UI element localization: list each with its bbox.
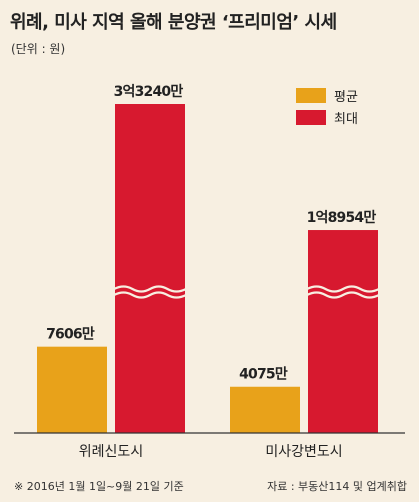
data-label-average-1: 4075만: [239, 367, 288, 383]
chart-title: 위례, 미사 지역 올해 분양권 ‘프리미엄’ 시세: [10, 12, 337, 33]
legend-item-average: 평균: [296, 84, 358, 106]
category-label-0: 위례신도시: [79, 444, 143, 460]
bar-average-1: [230, 386, 300, 433]
category-label-1: 미사강변도시: [265, 444, 342, 460]
legend-label-max: 최대: [334, 111, 358, 127]
unit-label: (단위 : 원): [11, 42, 66, 56]
legend: 평균 최대: [296, 84, 358, 128]
data-label-max-1: 1억8954만: [307, 210, 377, 226]
legend-swatch-max: [296, 109, 326, 125]
data-label-max-0: 3억3240만: [114, 84, 184, 100]
data-label-average-0: 7606만: [46, 327, 95, 343]
axis-break-mark-0-1: [113, 291, 187, 299]
axis-break-mark-1-0: [306, 285, 380, 293]
legend-label-average: 평균: [334, 89, 358, 105]
axis-break-mark-1-1: [306, 291, 380, 299]
axis-break-mark-0-0: [113, 285, 187, 293]
bar-max-0: [115, 104, 185, 433]
source-note: 자료 : 부동산114 및 업계취합: [267, 480, 407, 493]
legend-item-max: 최대: [296, 106, 358, 128]
footnote: ※ 2016년 1월 1일~9월 21일 기준: [14, 480, 184, 493]
bar-max-1: [308, 230, 378, 433]
legend-swatch-average: [296, 87, 326, 103]
bar-average-0: [37, 346, 107, 433]
